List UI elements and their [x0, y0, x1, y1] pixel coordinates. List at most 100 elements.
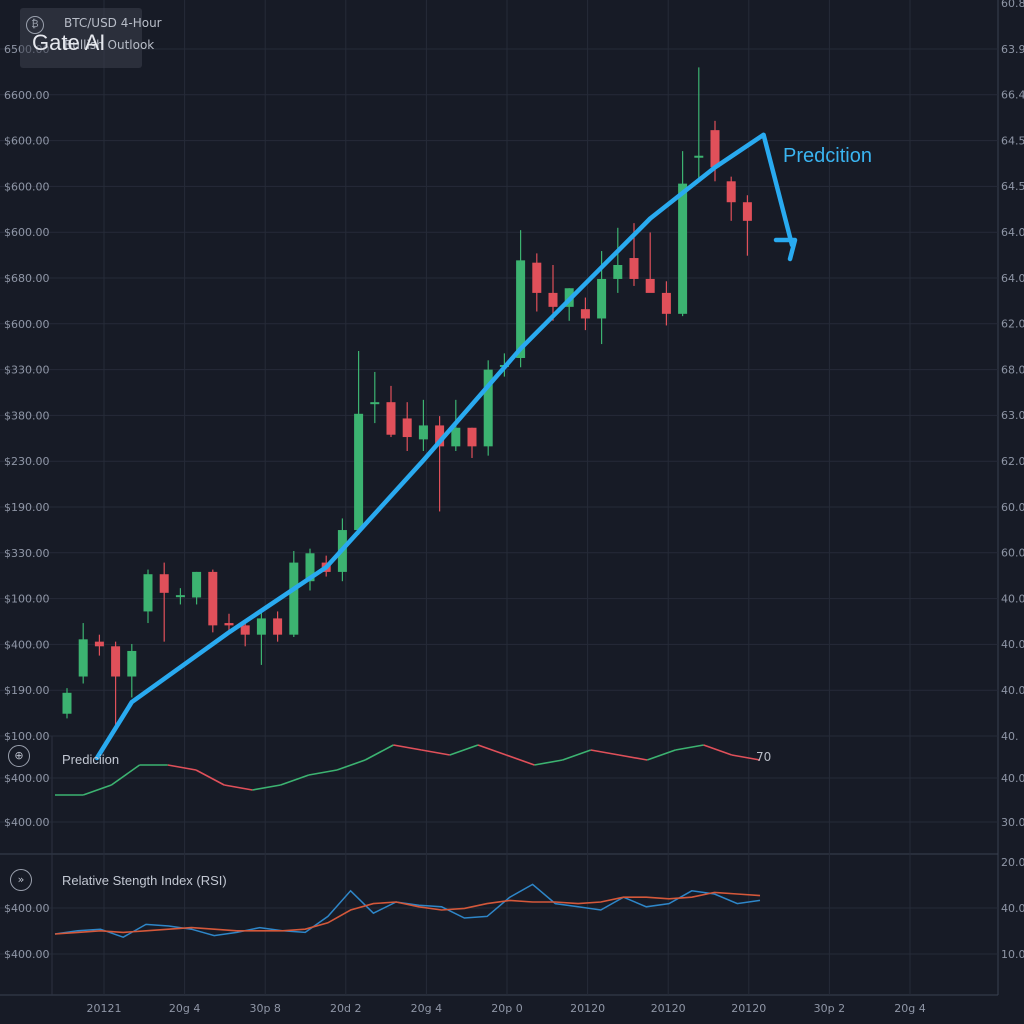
- left-tick-label: $190.00: [4, 684, 50, 697]
- pane2-line-segment: [224, 784, 253, 791]
- pane2-line-segment: [562, 749, 592, 761]
- bear-candle-body: [402, 418, 412, 438]
- rsi-slow-line: [54, 891, 761, 935]
- bull-candle-body: [289, 562, 299, 635]
- pane3-right-tick: 10.0: [1001, 948, 1024, 961]
- pane2-line-segment: [590, 749, 620, 756]
- left-tick-label: $600.00: [4, 318, 50, 331]
- x-tick-label: 20g 4: [894, 1002, 925, 1015]
- pane2-right-tick: 40.0: [1001, 772, 1024, 785]
- candle: [192, 571, 202, 605]
- right-tick-label: 64.5: [1001, 180, 1024, 193]
- bull-candle-body: [483, 369, 493, 447]
- candle: [580, 297, 590, 331]
- pane2-line-segment: [731, 754, 761, 761]
- pane2-line-segment: [195, 769, 225, 786]
- pane3-title: Relative Stength Index (RSI): [62, 873, 227, 888]
- candle: [467, 427, 477, 458]
- right-tick-label: 40.0: [1001, 638, 1024, 651]
- pane3-left-tick: $400.00: [4, 902, 50, 915]
- arrow-right-circle-icon[interactable]: »: [10, 869, 32, 891]
- grid-lines: [0, 0, 999, 996]
- right-tick-label: 62.0: [1001, 455, 1024, 468]
- x-tick-label: 20120: [570, 1002, 605, 1015]
- right-tick-label: 60.0: [1001, 547, 1024, 560]
- left-tick-label: $330.00: [4, 364, 50, 377]
- pane2-line-segment: [336, 759, 366, 771]
- bull-candle-body: [451, 427, 461, 447]
- x-tick-label: 20120: [731, 1002, 766, 1015]
- bull-candle-body: [694, 155, 704, 158]
- candle: [256, 611, 266, 665]
- bear-candle-body: [726, 181, 736, 203]
- pane2-line-segment: [82, 784, 112, 796]
- candle: [305, 548, 315, 591]
- x-tick-label: 20g 4: [169, 1002, 200, 1015]
- pane3-left-tick: $400.00: [4, 948, 50, 961]
- right-tick-label: 62.0: [1001, 318, 1024, 331]
- crosshair-icon[interactable]: ⊕: [8, 745, 30, 767]
- bear-candle-body: [386, 402, 396, 435]
- bear-candle-body: [661, 292, 671, 314]
- right-tick-label: 60.0: [1001, 501, 1024, 514]
- bear-candle-body: [240, 625, 250, 635]
- bear-candle-body: [208, 571, 218, 626]
- bear-candle-body: [742, 202, 752, 221]
- bull-candle-body: [613, 265, 623, 279]
- bull-candle-body: [143, 574, 153, 612]
- bull-candle-body: [354, 413, 364, 531]
- bear-candle-body: [111, 646, 121, 677]
- right-tick-label: 40.0: [1001, 684, 1024, 697]
- bear-candle-body: [159, 574, 169, 593]
- right-tick-label: 68.0: [1001, 363, 1024, 376]
- candle: [435, 416, 445, 512]
- pane2-line-segment: [252, 784, 281, 791]
- bull-candle-body: [418, 425, 428, 440]
- left-tick-label: $400.00: [4, 638, 50, 651]
- bear-candle-body: [710, 130, 720, 168]
- candle: [742, 195, 752, 256]
- left-tick-label: $600.00: [4, 180, 50, 193]
- candle: [111, 641, 121, 726]
- left-tick-label: $680.00: [4, 272, 50, 285]
- outlook-subtitle: Bullish Outlook: [64, 38, 155, 52]
- pane2-right-tick: 30.0: [1001, 816, 1024, 829]
- pane2-line-segment: [421, 749, 450, 756]
- candle: [678, 151, 688, 317]
- right-tick-label: 64.5: [1001, 134, 1024, 147]
- right-tick-label: 63.0: [1001, 409, 1024, 422]
- prediction-series: [94, 132, 798, 761]
- bear-candle-body: [467, 427, 477, 447]
- bull-candle-body: [678, 183, 688, 314]
- right-tick-label: 63.9: [1001, 43, 1024, 56]
- bull-candle-body: [192, 571, 202, 598]
- header-panel: ₿ BTC/USD 4-Hour Bullish Outlook Gate AI: [20, 8, 162, 68]
- bull-candle-body: [370, 402, 380, 405]
- candle: [240, 623, 250, 647]
- pane2-line-segment: [110, 764, 141, 786]
- x-tick-label: 20120: [651, 1002, 686, 1015]
- candle: [645, 232, 655, 293]
- candle: [402, 402, 412, 451]
- pane2-line-segment: [167, 764, 197, 771]
- prediction-arrow-head: [773, 237, 798, 262]
- right-tick-label: 40.0: [1001, 592, 1024, 605]
- candle: [273, 611, 283, 642]
- x-tick-label: 20121: [87, 1002, 122, 1015]
- candle: [94, 634, 104, 656]
- left-tick-label: $100.00: [4, 730, 50, 743]
- pane3-right-tick: 20.0: [1001, 856, 1024, 869]
- candle: [548, 265, 558, 321]
- candle: [661, 281, 671, 326]
- pane2-line-segment: [393, 744, 422, 751]
- left-tick-label: $380.00: [4, 409, 50, 422]
- candle: [710, 120, 720, 182]
- candle: [370, 371, 380, 424]
- x-tick-label: 30p 8: [249, 1002, 280, 1015]
- pane2-value-label: 70: [756, 750, 772, 764]
- candle: [386, 385, 396, 438]
- candle: [208, 569, 218, 633]
- right-tick-label: 60.8: [1001, 0, 1024, 10]
- candle: [532, 253, 542, 312]
- x-tick-label: 20g 4: [411, 1002, 442, 1015]
